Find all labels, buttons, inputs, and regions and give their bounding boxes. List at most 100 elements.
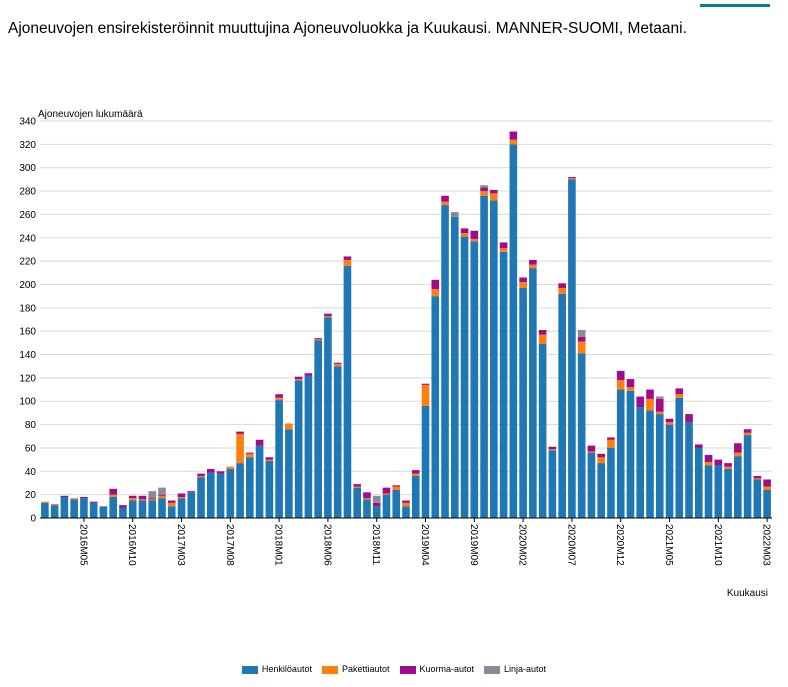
bar-segment-kuorma-autot xyxy=(294,376,303,380)
bar-segment-henkil-autot xyxy=(236,463,244,518)
y-tick-label: 140 xyxy=(19,350,36,361)
bar-segment-henkil-autot xyxy=(577,353,586,518)
x-tick-label: 2017M08 xyxy=(224,524,235,566)
bar-segment-linja-autot xyxy=(480,185,488,188)
bar-segment-kuorma-autot xyxy=(246,452,254,454)
bar-segment-pakettiautot xyxy=(626,387,635,391)
bar-segment-pakettiautot xyxy=(568,178,576,180)
bar-segment-pakettiautot xyxy=(724,466,732,469)
bar-segment-henkil-autot xyxy=(353,487,361,518)
bar-segment-kuorma-autot xyxy=(89,501,98,503)
bar-segment-pakettiautot xyxy=(236,433,244,464)
bar-segment-pakettiautot xyxy=(392,486,401,490)
y-tick-label: 60 xyxy=(25,443,37,454)
bar-segment-linja-autot xyxy=(158,487,166,495)
bar-segment-henkil-autot xyxy=(460,236,469,518)
bar-segment-henkil-autot xyxy=(529,268,537,518)
y-tick-label: 160 xyxy=(19,327,36,338)
bar-segment-kuorma-autot xyxy=(333,362,342,364)
bar-segment-kuorma-autot xyxy=(665,418,674,423)
bar-segment-pakettiautot xyxy=(480,191,488,196)
bar-segment-henkil-autot xyxy=(558,293,566,518)
x-tick-label: 2017M03 xyxy=(175,524,186,566)
bar-segment-pakettiautot xyxy=(763,486,771,490)
bar-segment-pakettiautot xyxy=(70,498,78,500)
bar-segment-kuorma-autot xyxy=(724,463,732,467)
legend-label: Kuorma-autot xyxy=(419,664,475,674)
y-tick-label: 280 xyxy=(19,187,36,198)
bar-segment-pakettiautot xyxy=(577,341,586,354)
bar-segment-henkil-autot xyxy=(763,489,771,518)
bar-segment-kuorma-autot xyxy=(343,256,352,260)
bar-segment-henkil-autot xyxy=(167,506,176,518)
legend-item[interactable]: Henkilöautot xyxy=(241,664,312,674)
bar-segment-kuorma-autot xyxy=(694,444,703,448)
bar-segment-henkil-autot xyxy=(177,498,186,518)
bar-segment-kuorma-autot xyxy=(704,454,713,462)
legend-swatch xyxy=(399,665,416,674)
legend-label: Pakettiautot xyxy=(341,664,390,674)
bar-segment-kuorma-autot xyxy=(119,505,127,508)
bar-segment-kuorma-autot xyxy=(363,492,371,499)
bar-segment-pakettiautot xyxy=(324,316,332,318)
bar-segment-henkil-autot xyxy=(226,468,235,518)
bar-segment-pakettiautot xyxy=(529,264,537,269)
bar-segment-kuorma-autot xyxy=(411,470,420,474)
bar-segment-linja-autot xyxy=(577,330,586,338)
legend-item[interactable]: Linja-autot xyxy=(484,664,546,674)
bar-segment-pakettiautot xyxy=(363,498,371,500)
legend-item[interactable]: Kuorma-autot xyxy=(399,664,475,674)
bar-segment-kuorma-autot xyxy=(577,337,586,342)
bar-segment-pakettiautot xyxy=(597,457,605,464)
header-accent-line xyxy=(700,4,770,7)
y-axis-label: Ajoneuvojen lukumäärä xyxy=(38,109,143,120)
bar-segment-henkil-autot xyxy=(714,465,723,518)
bar-segment-pakettiautot xyxy=(246,453,254,458)
bar-segment-henkil-autot xyxy=(60,496,69,518)
bar-segment-pakettiautot xyxy=(50,503,59,506)
bar-segment-henkil-autot xyxy=(109,496,117,518)
bar-segment-henkil-autot xyxy=(607,447,615,518)
bar-segment-pakettiautot xyxy=(538,334,547,345)
bar-segment-henkil-autot xyxy=(119,507,127,518)
bar-segment-pakettiautot xyxy=(616,380,625,390)
gridlines xyxy=(40,120,772,519)
bar-segment-henkil-autot xyxy=(304,375,313,518)
bar-segment-pakettiautot xyxy=(646,398,654,411)
stacked-bar-chart: Ajoneuvojen lukumäärä 0 20 40 60 80 100 120 140… xyxy=(19,109,772,599)
bar-segment-pakettiautot xyxy=(665,422,674,425)
legend-swatch xyxy=(321,665,338,674)
bar-segment-kuorma-autot xyxy=(626,379,635,388)
bar-segment-kuorma-autot xyxy=(236,431,244,434)
bar-segment-kuorma-autot xyxy=(480,187,488,192)
x-tick-label: 2016M05 xyxy=(77,524,88,566)
bar-segment-henkil-autot xyxy=(665,424,674,518)
x-tick-label: 2019M09 xyxy=(468,524,479,566)
bar-segment-kuorma-autot xyxy=(392,485,401,487)
bar-segment-henkil-autot xyxy=(70,499,78,518)
bar-segment-kuorma-autot xyxy=(607,437,615,440)
bar-segment-pakettiautot xyxy=(148,499,157,501)
bar-segment-pakettiautot xyxy=(421,384,430,406)
bar-segment-kuorma-autot xyxy=(167,500,176,503)
bar-segment-kuorma-autot xyxy=(616,370,625,381)
bar-segment-kuorma-autot xyxy=(324,313,332,316)
bar-segment-henkil-autot xyxy=(216,473,225,518)
bar-segment-pakettiautot xyxy=(353,486,361,488)
bar-segment-kuorma-autot xyxy=(314,338,322,340)
legend: Henkilöautot Pakettiautot Kuorma-autot Linj… xyxy=(0,664,788,674)
bar-segment-henkil-autot xyxy=(538,344,547,518)
bar-segment-kuorma-autot xyxy=(216,471,225,474)
bar-segment-pakettiautot xyxy=(294,379,303,381)
bar-segment-pakettiautot xyxy=(441,201,449,206)
bar-segment-henkil-autot xyxy=(246,457,254,518)
bar-segment-henkil-autot xyxy=(255,445,264,518)
legend-item[interactable]: Pakettiautot xyxy=(321,664,390,674)
bar-segment-henkil-autot xyxy=(753,479,762,518)
bar-segment-kuorma-autot xyxy=(509,131,518,140)
x-tick-label: 2021M05 xyxy=(663,524,674,566)
bar-segment-pakettiautot xyxy=(558,287,566,294)
y-tick-label: 180 xyxy=(19,303,36,314)
bar-segment-henkil-autot xyxy=(694,447,703,518)
bar-segment-pakettiautot xyxy=(41,501,49,503)
